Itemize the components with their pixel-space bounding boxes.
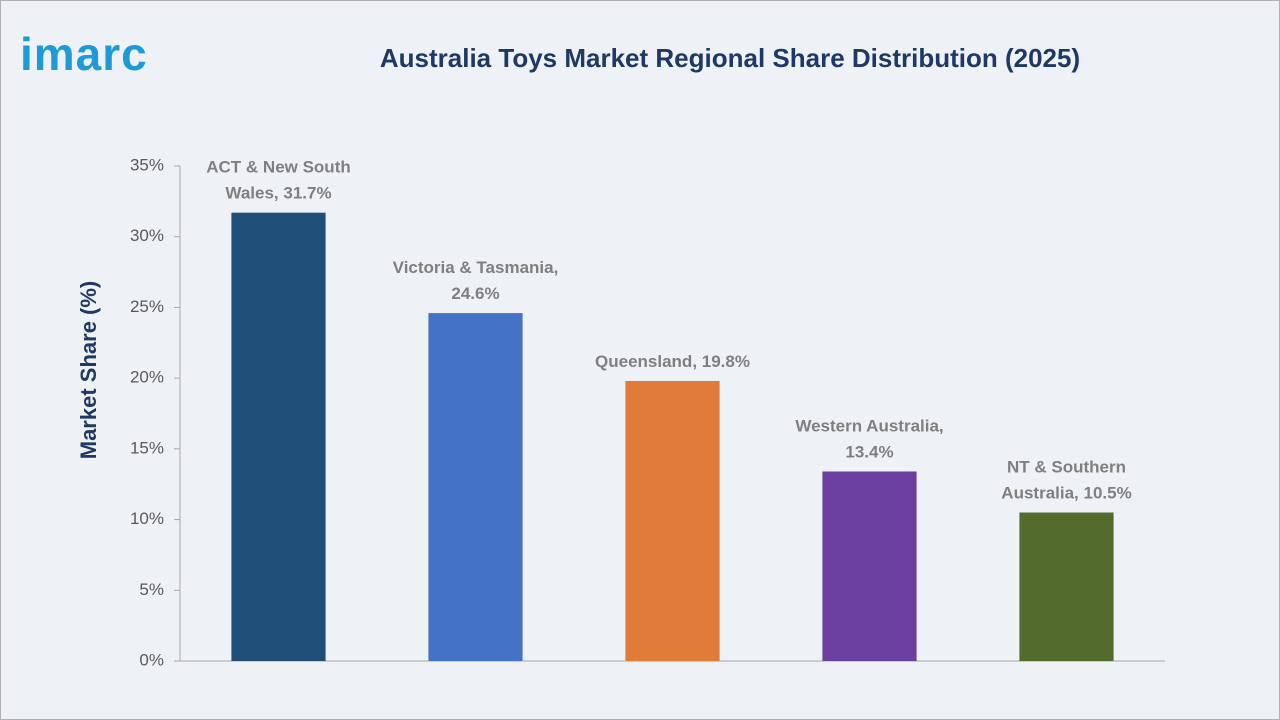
bar — [625, 380, 720, 661]
y-tick-label: 20% — [130, 368, 164, 387]
y-tick-label: 30% — [130, 226, 164, 245]
y-tick-label: 15% — [130, 438, 164, 457]
bar — [1019, 512, 1114, 661]
data-label: NT & Southern Australia, 10.5% — [1001, 458, 1131, 503]
y-axis-title: Market Share (%) — [76, 281, 101, 460]
y-tick-label: 25% — [130, 297, 164, 316]
data-label: ACT & New South Wales, 31.7% — [206, 158, 351, 203]
y-tick-label: 5% — [139, 580, 164, 599]
bar — [231, 212, 326, 661]
chart-title: Australia Toys Market Regional Share Dis… — [380, 43, 1080, 73]
y-tick-label: 10% — [130, 509, 164, 528]
logo: imarc — [20, 28, 148, 80]
y-tick-label: 0% — [139, 650, 164, 669]
bar — [428, 313, 523, 661]
data-label: Western Australia, 13.4% — [795, 417, 943, 462]
bar — [822, 471, 917, 661]
data-label: Victoria & Tasmania, 24.6% — [393, 259, 559, 304]
data-label: Queensland, 19.8% — [595, 352, 750, 371]
y-tick-label: 35% — [130, 155, 164, 174]
